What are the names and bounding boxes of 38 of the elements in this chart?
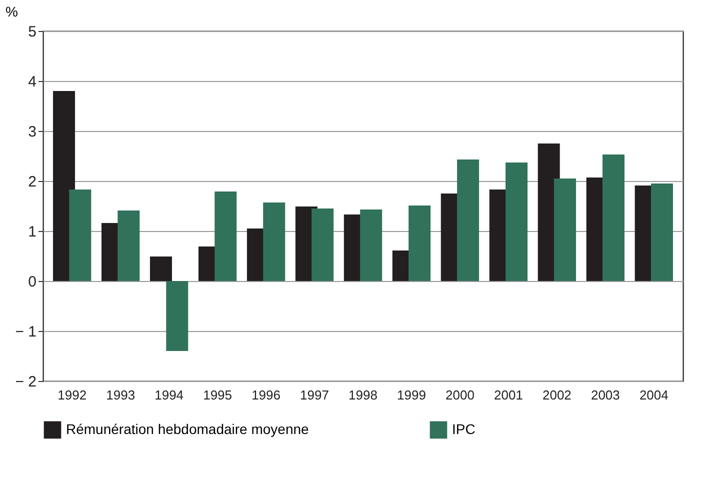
x-tick-label: 2004 bbox=[639, 388, 668, 402]
x-tick-label: 1993 bbox=[106, 388, 136, 402]
x-tick-label: 1997 bbox=[300, 388, 329, 402]
x-tick-label: 1998 bbox=[348, 388, 378, 402]
bar bbox=[602, 154, 625, 281]
y-tick-label: 1 bbox=[28, 224, 36, 240]
bar bbox=[408, 206, 431, 281]
bar bbox=[263, 202, 286, 281]
x-tick-label: 1992 bbox=[58, 388, 87, 402]
y-tick-label: 5 bbox=[28, 24, 36, 40]
bar bbox=[312, 208, 334, 281]
y-tick-label: 3 bbox=[28, 124, 36, 140]
bar bbox=[457, 160, 480, 281]
bar bbox=[360, 210, 382, 281]
x-tick-label: 1994 bbox=[154, 388, 184, 402]
bar bbox=[214, 192, 237, 281]
y-tick-label: 4 bbox=[28, 74, 36, 90]
y-tick-label: − 2 bbox=[15, 374, 36, 390]
x-tick-label: 2000 bbox=[446, 388, 474, 402]
bar bbox=[166, 281, 188, 351]
x-tick-label: 1999 bbox=[397, 388, 426, 402]
bar bbox=[118, 210, 140, 281]
bar bbox=[554, 178, 576, 281]
legend-label: Rémunération hebdomadaire moyenne bbox=[66, 420, 310, 437]
bar bbox=[650, 184, 673, 281]
bar bbox=[150, 256, 172, 281]
y-tick-label: 2 bbox=[28, 174, 36, 190]
y-tick-label: − 1 bbox=[15, 324, 36, 340]
bar bbox=[506, 162, 528, 281]
y-axis-title: % bbox=[6, 4, 18, 20]
y-tick-label: 0 bbox=[28, 274, 36, 290]
x-tick-label: 2002 bbox=[542, 388, 572, 402]
legend-label: IPC bbox=[452, 420, 476, 437]
x-tick-label: 1995 bbox=[203, 388, 232, 402]
x-tick-label: 1996 bbox=[252, 388, 280, 402]
x-tick-label: 2001 bbox=[494, 388, 523, 402]
bar bbox=[69, 190, 92, 281]
x-tick-label: 2003 bbox=[590, 388, 620, 402]
